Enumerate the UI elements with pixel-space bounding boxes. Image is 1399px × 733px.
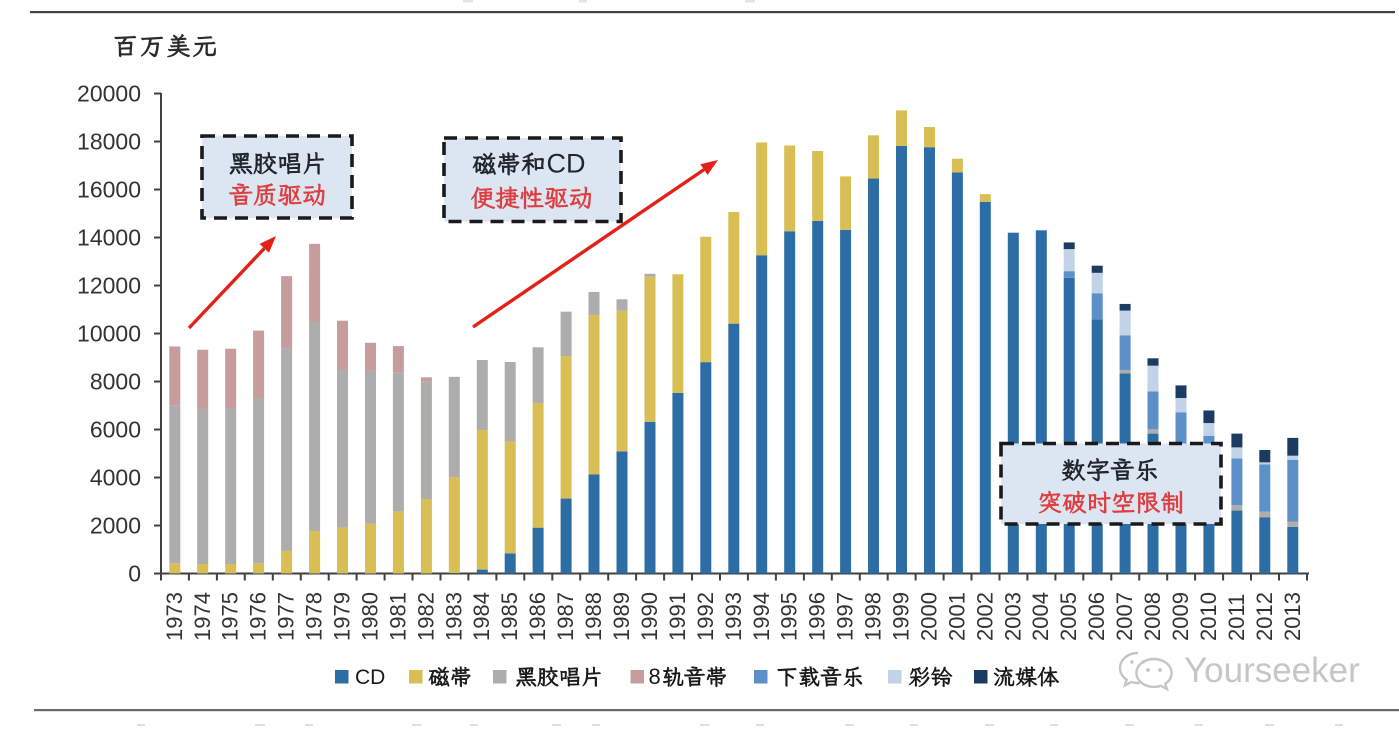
svg-text:1974: 1974 bbox=[190, 592, 215, 641]
svg-text:1996: 1996 bbox=[805, 592, 830, 641]
svg-text:2012: 2012 bbox=[1252, 592, 1277, 641]
svg-text:1975: 1975 bbox=[218, 592, 243, 641]
svg-text:1988: 1988 bbox=[581, 592, 606, 641]
svg-text:1997: 1997 bbox=[833, 592, 858, 641]
svg-text:CD: CD bbox=[355, 666, 385, 689]
svg-text:2010: 2010 bbox=[1196, 592, 1221, 641]
svg-text:2005: 2005 bbox=[1056, 592, 1081, 641]
svg-text:Yourseeker: Yourseeker bbox=[1184, 651, 1360, 690]
svg-text:16000: 16000 bbox=[77, 177, 141, 203]
svg-text:1973: 1973 bbox=[162, 592, 187, 641]
svg-text:2003: 2003 bbox=[1000, 592, 1025, 641]
svg-text:1978: 1978 bbox=[302, 592, 327, 641]
svg-text:2006: 2006 bbox=[1084, 592, 1109, 641]
svg-text:1991: 1991 bbox=[665, 592, 690, 641]
svg-text:1990: 1990 bbox=[637, 592, 662, 641]
svg-text:6000: 6000 bbox=[90, 417, 141, 443]
svg-text:1976: 1976 bbox=[246, 592, 271, 641]
svg-text:12000: 12000 bbox=[77, 273, 141, 299]
svg-text:0: 0 bbox=[128, 561, 141, 587]
svg-text:1995: 1995 bbox=[777, 592, 802, 641]
svg-text:1998: 1998 bbox=[861, 592, 886, 641]
svg-text:2008: 2008 bbox=[1140, 592, 1165, 641]
svg-text:4000: 4000 bbox=[90, 465, 141, 491]
svg-text:1993: 1993 bbox=[721, 592, 746, 641]
svg-text:1986: 1986 bbox=[525, 592, 550, 641]
svg-text:18000: 18000 bbox=[77, 129, 141, 155]
svg-text:1987: 1987 bbox=[553, 592, 578, 641]
svg-text:1980: 1980 bbox=[358, 592, 383, 641]
svg-text:CD: CD bbox=[547, 149, 586, 179]
svg-text:1981: 1981 bbox=[385, 592, 410, 641]
svg-text:2002: 2002 bbox=[972, 592, 997, 641]
svg-text:10000: 10000 bbox=[77, 321, 141, 347]
svg-text:2013: 2013 bbox=[1280, 592, 1305, 641]
svg-text:1982: 1982 bbox=[413, 592, 438, 641]
svg-text:2009: 2009 bbox=[1168, 592, 1193, 641]
svg-text:1994: 1994 bbox=[749, 592, 774, 641]
svg-text:8000: 8000 bbox=[90, 369, 141, 395]
svg-text:1979: 1979 bbox=[330, 592, 355, 641]
svg-text:1992: 1992 bbox=[693, 592, 718, 641]
svg-text:1977: 1977 bbox=[274, 592, 299, 641]
svg-text:2004: 2004 bbox=[1028, 592, 1053, 641]
svg-text:1984: 1984 bbox=[469, 592, 494, 641]
svg-text:2011: 2011 bbox=[1224, 594, 1249, 641]
svg-text:1989: 1989 bbox=[609, 592, 634, 641]
svg-text:1999: 1999 bbox=[889, 592, 914, 641]
svg-text:2000: 2000 bbox=[917, 592, 942, 641]
svg-text:14000: 14000 bbox=[77, 225, 141, 251]
svg-text:2000: 2000 bbox=[90, 513, 141, 539]
svg-text:1985: 1985 bbox=[497, 592, 522, 641]
svg-text:2007: 2007 bbox=[1112, 592, 1137, 641]
svg-text:1983: 1983 bbox=[441, 592, 466, 641]
svg-text:20000: 20000 bbox=[77, 81, 141, 107]
svg-text:2001: 2001 bbox=[944, 592, 969, 641]
svg-text:8: 8 bbox=[649, 664, 661, 689]
